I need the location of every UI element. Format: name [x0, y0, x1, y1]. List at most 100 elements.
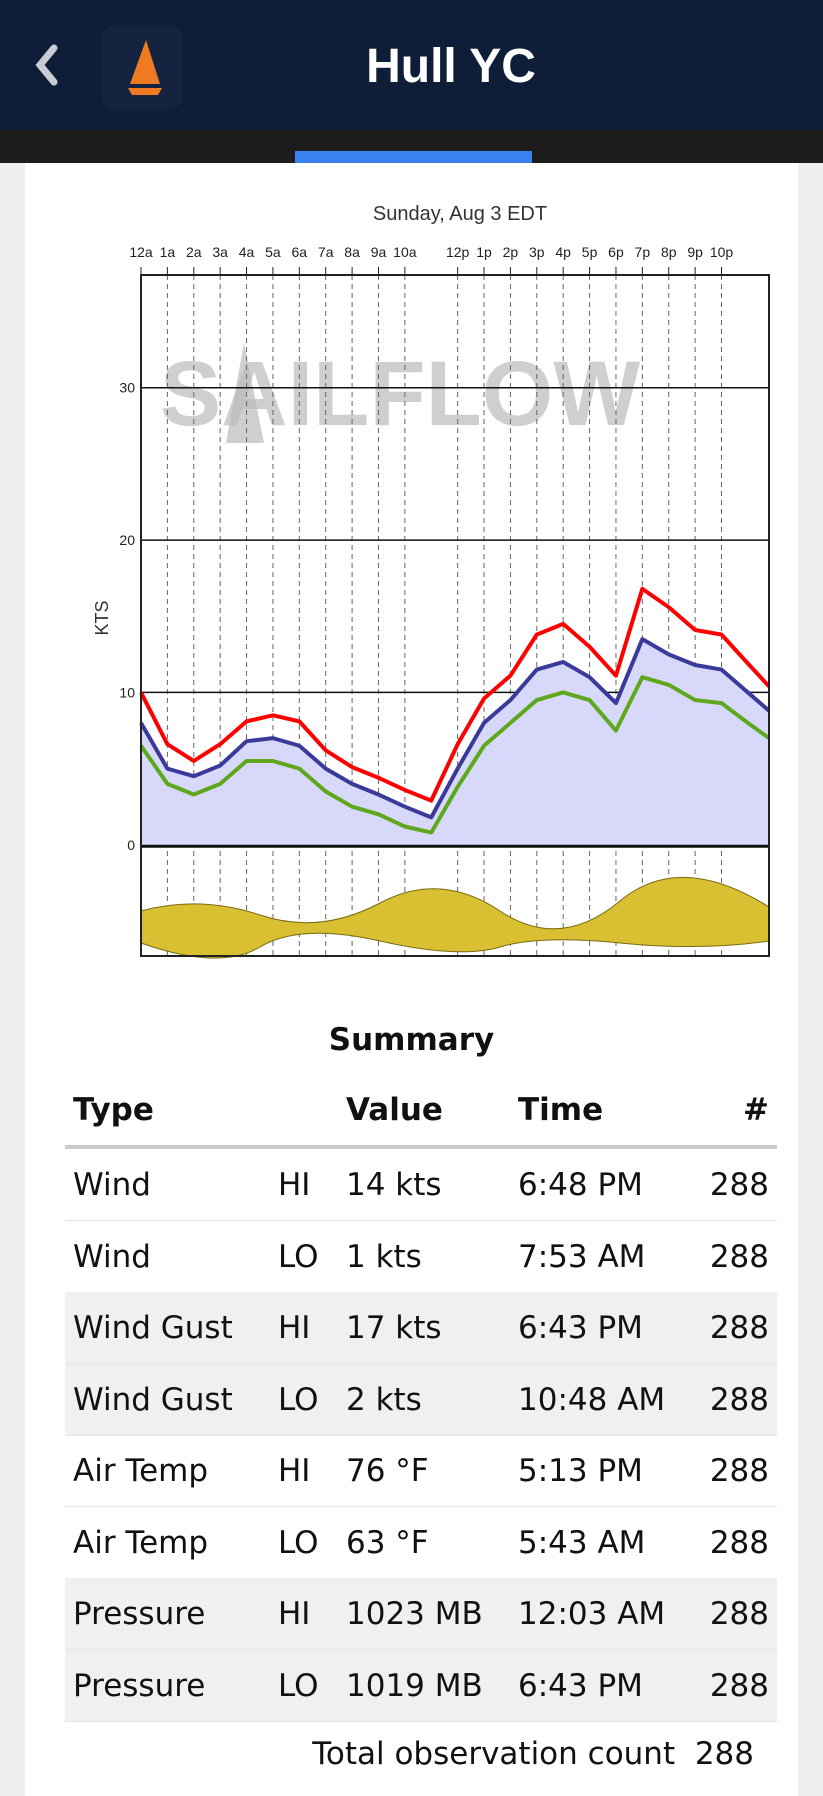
summary-cell: 76 °F: [346, 1453, 429, 1489]
wind-area: [141, 639, 769, 845]
summary-cell: Wind: [73, 1238, 151, 1275]
summary-cell: 7:53 AM: [518, 1238, 646, 1275]
tab-indicator: [295, 151, 532, 163]
summary-cell: Pressure: [73, 1596, 206, 1632]
x-tick-label: 4p: [555, 244, 571, 260]
summary-cell: 288: [709, 1167, 769, 1203]
x-tick-label: 12a: [129, 244, 153, 260]
x-tick-label: 6a: [292, 244, 308, 260]
summary-row: Pressure HI 1023 MB 12:03 AM 288: [65, 1578, 777, 1650]
total-label: Total observation count 288: [312, 1718, 754, 1790]
column-header: Value: [346, 1092, 443, 1128]
x-tick-label: 1p: [476, 244, 492, 260]
y-tick-label: 10: [119, 684, 135, 700]
sail-icon: [130, 40, 160, 84]
header-graphics: Hull YC: [35, 25, 536, 109]
summary-cell: 288: [709, 1453, 769, 1489]
column-header: Type: [73, 1092, 154, 1128]
summary-cell: 288: [709, 1667, 769, 1704]
y-axis-label: KTS: [92, 600, 112, 635]
chart: Sunday, Aug 3 EDT KTS SAILFLOW 12a 1a 2a 3a…: [92, 203, 771, 959]
summary-cell: 63 °F: [346, 1524, 429, 1561]
summary-cell: HI: [278, 1310, 311, 1346]
y-tick-label: 20: [119, 532, 135, 548]
summary-cell: 14 kts: [346, 1167, 442, 1203]
summary-row: Wind Gust LO 2 kts 10:48 AM 288: [65, 1363, 777, 1436]
x-tick-label: 12p: [446, 244, 470, 260]
summary-cell: LO: [278, 1667, 319, 1704]
x-tick-label: 10a: [393, 244, 417, 260]
total-text: Total observation count: [312, 1736, 676, 1772]
summary-cell: Pressure: [73, 1667, 206, 1704]
x-tick-label: 3a: [212, 244, 228, 260]
summary-cell: 5:43 AM: [518, 1524, 646, 1561]
x-tick-label: 8p: [661, 244, 677, 260]
header-title: Hull YC: [366, 40, 536, 93]
summary-cell: 288: [709, 1381, 769, 1418]
summary-cell: 6:48 PM: [518, 1167, 643, 1203]
summary-cell: Air Temp: [73, 1453, 209, 1489]
summary-cell: 12:03 AM: [518, 1596, 666, 1632]
x-tick-label: 1a: [160, 244, 176, 260]
plot: [139, 275, 771, 956]
summary-cell: HI: [278, 1167, 311, 1203]
summary-cell: Wind: [73, 1167, 151, 1203]
summary-cell: 6:43 PM: [518, 1310, 643, 1346]
summary-row: Pressure LO 1019 MB 6:43 PM 288: [65, 1649, 777, 1722]
summary-cell: 1 kts: [346, 1238, 422, 1275]
x-tick-label: 4a: [239, 244, 255, 260]
column-header: #: [743, 1092, 769, 1128]
app-header: Hull YC: [0, 0, 823, 130]
x-tick-label: 3p: [529, 244, 545, 260]
x-tick-label: 9a: [371, 244, 387, 260]
y-tick-label: 0: [127, 837, 135, 853]
summary-cell: 288: [709, 1596, 769, 1632]
x-tick-label: 2p: [503, 244, 519, 260]
total-count: 288: [694, 1736, 754, 1772]
x-tick-label: 2a: [186, 244, 202, 260]
x-tick-label: 9p: [687, 244, 703, 260]
summary-row: Wind HI 14 kts 6:48 PM 288: [65, 1149, 777, 1221]
summary-cell: Wind Gust: [73, 1310, 233, 1346]
summary-row: Wind LO 1 kts 7:53 AM 288: [65, 1221, 777, 1293]
summary-cell: 1023 MB: [346, 1596, 483, 1632]
hull-icon: [128, 88, 162, 95]
summary-cell: LO: [278, 1238, 319, 1275]
series-line: [139, 637, 771, 820]
plot-frame: [140, 274, 770, 957]
x-tick-label: 7a: [318, 244, 334, 260]
column-header: Time: [518, 1092, 604, 1128]
back-button[interactable]: [35, 44, 58, 86]
summary-cell: LO: [278, 1524, 319, 1561]
summary-cell: Wind Gust: [73, 1381, 233, 1418]
summary-cell: 288: [709, 1238, 769, 1275]
x-tick-label: 5a: [265, 244, 281, 260]
summary-cell: 10:48 AM: [518, 1381, 666, 1418]
x-tick-label: 8a: [344, 244, 360, 260]
summary-cell: 1019 MB: [346, 1667, 483, 1704]
header-rule: [65, 1145, 777, 1149]
watermark-sail: [226, 343, 264, 443]
summary-cell: 6:43 PM: [518, 1667, 643, 1704]
summary-cell: 288: [709, 1524, 769, 1561]
summary-row: Air Temp LO 63 °F 5:43 AM 288: [65, 1507, 777, 1579]
summary-cell: 2 kts: [346, 1381, 422, 1418]
x-tick-label: 6p: [608, 244, 624, 260]
summary-cell: 17 kts: [346, 1310, 442, 1346]
x-tick-label: 7p: [635, 244, 651, 260]
x-tick-label: 5p: [582, 244, 598, 260]
summary-title: Summary: [328, 1022, 495, 1058]
series-line: [139, 586, 771, 803]
summary-cell: HI: [278, 1596, 311, 1632]
summary-row: Air Temp HI 76 °F 5:13 PM 288: [65, 1435, 777, 1507]
summary-cell: HI: [278, 1453, 311, 1489]
summary-row: Wind Gust HI 17 kts 6:43 PM 288: [65, 1292, 777, 1364]
summary-cell: 5:13 PM: [518, 1453, 643, 1489]
chart-title: Sunday, Aug 3 EDT: [373, 203, 547, 225]
series-line: [139, 675, 771, 835]
summary-cell: Air Temp: [73, 1524, 209, 1561]
x-tick-label: 10p: [710, 244, 734, 260]
summary-cell: 288: [709, 1310, 769, 1346]
y-tick-label: 30: [119, 380, 135, 396]
